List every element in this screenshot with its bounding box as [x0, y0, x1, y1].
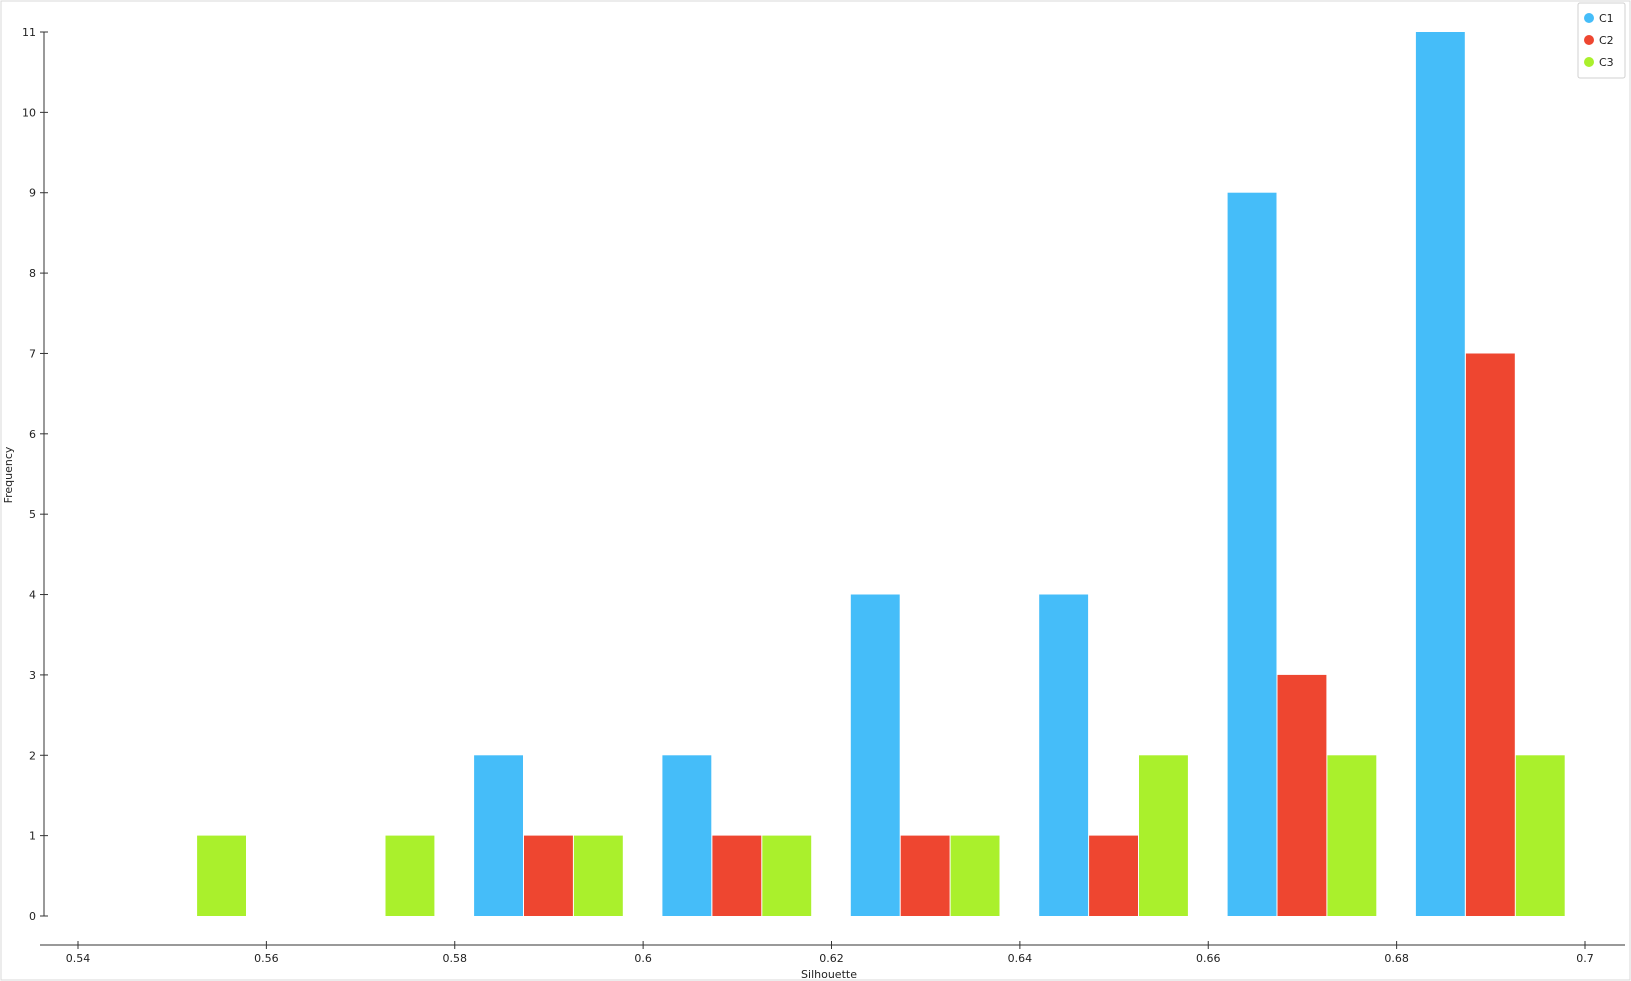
bar-c3-bin-3 [762, 835, 812, 916]
bar-c3-bin-7 [1515, 755, 1565, 916]
bar-c2-bin-4 [900, 835, 950, 916]
y-tick-label: 10 [22, 106, 36, 119]
y-tick-label: 9 [29, 187, 36, 200]
y-tick-label: 6 [29, 428, 36, 441]
x-tick-label: 0.54 [66, 952, 91, 965]
y-ticks-layer: 0 1 2 3 4 5 6 7 8 9 10 11 [22, 26, 48, 923]
y-tick-label: 3 [29, 669, 36, 682]
bar-c2-bin-5 [1089, 835, 1138, 916]
bar-c1-bin-5 [1039, 594, 1089, 916]
x-tick-label: 0.62 [819, 952, 844, 965]
legend-label-c1: C1 [1599, 12, 1614, 25]
x-tick-label: 0.58 [443, 952, 468, 965]
legend-marker-c1 [1584, 13, 1594, 23]
x-axis-label: Silhouette [801, 968, 857, 981]
legend: C1 C2 C3 [1577, 2, 1626, 79]
bar-c3-bin-2 [573, 835, 623, 916]
y-tick-label: 7 [29, 347, 36, 360]
x-tick-label: 0.68 [1384, 952, 1409, 965]
x-tick-label: 0.66 [1196, 952, 1221, 965]
x-tick-label: 0.56 [254, 952, 279, 965]
bar-c3-bin-1 [385, 835, 435, 916]
legend-label-c3: C3 [1599, 56, 1614, 69]
y-tick-label: 8 [29, 267, 36, 280]
y-tick-label: 4 [29, 589, 36, 602]
y-tick-label: 2 [29, 749, 36, 762]
bar-c2-bin-3 [712, 835, 762, 916]
x-tick-label: 0.6 [634, 952, 652, 965]
bar-c1-bin-7 [1415, 32, 1465, 916]
bar-c1-bin-2 [474, 755, 523, 916]
bar-c3-bin-4 [950, 835, 1000, 916]
legend-marker-c3 [1584, 57, 1594, 67]
bars-layer [197, 32, 1565, 916]
x-tick-label: 0.64 [1008, 952, 1033, 965]
bar-c1-bin-6 [1227, 192, 1277, 916]
bar-c3-bin-6 [1327, 755, 1377, 916]
y-tick-label: 1 [29, 830, 36, 843]
y-tick-label: 0 [29, 910, 36, 923]
y-tick-label: 5 [29, 508, 36, 521]
legend-items: C1 C2 C3 [1584, 12, 1614, 69]
y-tick-label: 11 [22, 26, 36, 39]
bar-c2-bin-7 [1465, 353, 1515, 916]
legend-marker-c2 [1584, 35, 1594, 45]
y-axis-label: Frequency [2, 446, 15, 503]
x-tick-label: 0.7 [1576, 952, 1594, 965]
x-ticks-layer: 0.54 0.56 0.58 0.6 0.62 0.64 0.66 0.68 0.7 [66, 941, 1594, 965]
bar-c2-bin-6 [1277, 674, 1327, 916]
bar-c1-bin-3 [662, 755, 712, 916]
bar-c3-bin-5 [1139, 755, 1188, 916]
bar-c2-bin-2 [524, 835, 573, 916]
bar-c1-bin-4 [850, 594, 900, 916]
legend-label-c2: C2 [1599, 34, 1614, 47]
bar-c3-bin-0 [197, 835, 246, 916]
